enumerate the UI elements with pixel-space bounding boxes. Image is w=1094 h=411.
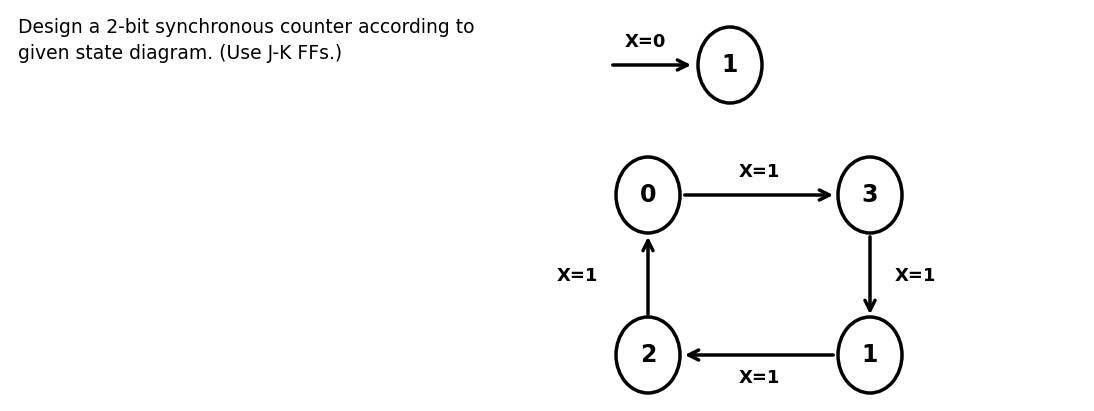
Text: 1: 1 bbox=[722, 53, 738, 77]
Text: X=1: X=1 bbox=[557, 267, 598, 285]
Text: given state diagram. (Use J-K FFs.): given state diagram. (Use J-K FFs.) bbox=[18, 44, 342, 63]
Text: X=1: X=1 bbox=[738, 163, 780, 181]
Text: X=0: X=0 bbox=[625, 33, 666, 51]
Ellipse shape bbox=[698, 27, 763, 103]
Text: 1: 1 bbox=[862, 343, 878, 367]
Ellipse shape bbox=[838, 157, 901, 233]
Ellipse shape bbox=[838, 317, 901, 393]
Ellipse shape bbox=[616, 317, 680, 393]
Text: X=1: X=1 bbox=[895, 267, 936, 285]
Text: 3: 3 bbox=[862, 183, 878, 207]
Text: 0: 0 bbox=[640, 183, 656, 207]
Text: 2: 2 bbox=[640, 343, 656, 367]
Ellipse shape bbox=[616, 157, 680, 233]
Text: Design a 2-bit synchronous counter according to: Design a 2-bit synchronous counter accor… bbox=[18, 18, 475, 37]
Text: X=1: X=1 bbox=[738, 369, 780, 387]
